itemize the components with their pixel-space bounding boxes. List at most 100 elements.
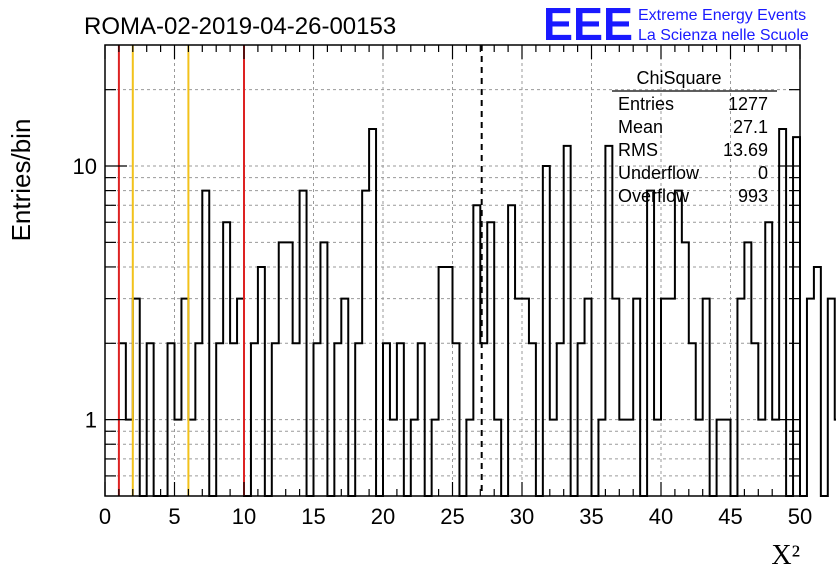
histogram-bin-11 xyxy=(195,343,202,496)
histogram-bin-48 xyxy=(453,343,460,496)
histogram xyxy=(118,127,836,497)
histogram-bin-40 xyxy=(397,343,404,496)
x-tick-label-0: 0 xyxy=(99,504,111,529)
histogram-bin-1 xyxy=(126,420,133,496)
histogram-bin-42 xyxy=(411,420,418,496)
x-axis-label: X² xyxy=(771,540,800,571)
x-tick-label-9: 45 xyxy=(718,504,742,529)
histogram-bin-32 xyxy=(341,299,348,496)
histogram-bin-51 xyxy=(473,205,480,496)
histogram-bin-45 xyxy=(432,420,439,496)
histogram-bin-87 xyxy=(724,420,731,496)
histogram-bin-74 xyxy=(633,299,640,496)
chart-title: ROMA-02-2019-04-26-00153 xyxy=(84,13,396,40)
histogram-bin-43 xyxy=(418,343,425,496)
stats-box: ChiSquare Entries 1277 Mean 27.1 RMS 13.69 Und… xyxy=(612,68,777,206)
histogram-bin-80 xyxy=(675,191,682,496)
stats-row-label-3: Underflow xyxy=(618,163,700,183)
histogram-bin-47 xyxy=(446,267,453,496)
histogram-bin-62 xyxy=(550,420,557,496)
histogram-bin-84 xyxy=(703,299,710,496)
histogram-bin-24 xyxy=(286,242,293,496)
histogram-bin-50 xyxy=(466,420,473,496)
stats-rows: Entries 1277 Mean 27.1 RMS 13.69 Underflow 0 Ove… xyxy=(618,94,768,206)
histogram-bin-8 xyxy=(175,420,182,496)
stats-row-value-0: 1277 xyxy=(728,94,768,114)
histogram-bin-70 xyxy=(605,146,612,496)
histogram-bin-35 xyxy=(362,191,369,496)
histogram-bin-9 xyxy=(181,299,188,496)
histogram-bin-31 xyxy=(334,343,341,496)
histogram-bin-95 xyxy=(779,129,786,496)
eee-logo: EEE Extreme Energy Events La Scienza nel… xyxy=(543,0,809,50)
histogram-bin-25 xyxy=(293,343,300,496)
histogram-bin-90 xyxy=(744,242,751,496)
y-tick-label-0: 1 xyxy=(85,408,97,433)
logo-line-2: La Scienza nelle Scuole xyxy=(638,27,809,44)
x-tick-labels: 0 5 10 15 20 25 30 35 40 45 50 xyxy=(99,504,812,529)
histogram-bin-15 xyxy=(223,222,230,496)
axis-ticks xyxy=(104,45,801,496)
histogram-bin-39 xyxy=(390,420,397,496)
histogram-bin-36 xyxy=(369,129,376,496)
histogram-bin-53 xyxy=(487,222,494,496)
histogram-bin-72 xyxy=(619,420,626,496)
histogram-bin-94 xyxy=(772,420,779,496)
x-tick-label-8: 40 xyxy=(649,504,673,529)
histogram-bin-46 xyxy=(439,267,446,496)
histogram-bin-93 xyxy=(765,222,772,496)
x-tick-label-7: 35 xyxy=(579,504,603,529)
histogram-bin-58 xyxy=(522,299,529,496)
histogram-bin-91 xyxy=(751,343,758,496)
histogram-bin-92 xyxy=(758,420,765,496)
histogram-bin-83 xyxy=(696,420,703,496)
y-tick-labels: 1 10 xyxy=(73,154,97,433)
histogram-bin-38 xyxy=(383,343,390,496)
histogram-bin-12 xyxy=(202,191,209,496)
histogram-bin-100 xyxy=(814,267,821,496)
histogram-bin-99 xyxy=(807,299,814,496)
y-tick-label-1: 10 xyxy=(73,154,97,179)
x-tick-label-3: 15 xyxy=(301,504,325,529)
histogram-bin-34 xyxy=(355,343,362,496)
histogram-bin-19 xyxy=(251,343,258,496)
histogram-bin-17 xyxy=(237,299,244,496)
histogram-bin-82 xyxy=(689,343,696,496)
histogram-bin-78 xyxy=(661,299,668,496)
histogram-bin-56 xyxy=(508,205,515,496)
histogram-bin-69 xyxy=(598,420,605,496)
histogram-bin-76 xyxy=(647,191,654,496)
histogram-bin-22 xyxy=(272,343,279,496)
reference-lines xyxy=(117,45,483,496)
stats-row-label-0: Entries xyxy=(618,94,674,114)
y-axis-label: Entries/bin xyxy=(6,119,36,242)
histogram-bin-59 xyxy=(529,343,536,496)
histogram-bin-89 xyxy=(737,299,744,496)
x-tick-label-10: 50 xyxy=(788,504,812,529)
histogram-bin-4 xyxy=(147,343,154,496)
histogram-bin-28 xyxy=(314,343,321,496)
histogram-bin-66 xyxy=(578,343,585,496)
histogram-bin-71 xyxy=(612,299,619,496)
histogram-bin-64 xyxy=(564,146,571,496)
histogram-bin-29 xyxy=(320,242,327,496)
logo-line-1: Extreme Energy Events xyxy=(638,7,806,24)
stats-row-value-4: 993 xyxy=(738,186,768,206)
histogram-bin-79 xyxy=(668,299,675,496)
stats-row-label-4: Overflow xyxy=(618,186,690,206)
stats-row-value-1: 27.1 xyxy=(733,117,768,137)
histogram-bin-20 xyxy=(258,267,265,496)
histogram-bin-61 xyxy=(543,166,550,496)
histogram-bin-67 xyxy=(585,299,592,496)
histogram-bin-102 xyxy=(828,299,835,496)
x-tick-label-5: 25 xyxy=(440,504,464,529)
stats-row-value-3: 0 xyxy=(758,163,768,183)
stats-row-label-2: RMS xyxy=(618,140,658,160)
logo-mark: EEE xyxy=(543,0,633,50)
stats-row-label-1: Mean xyxy=(618,117,663,137)
stats-row-value-2: 13.69 xyxy=(723,140,768,160)
x-tick-label-2: 10 xyxy=(232,504,256,529)
histogram-bin-81 xyxy=(682,242,689,496)
histogram-bin-2 xyxy=(133,299,140,496)
